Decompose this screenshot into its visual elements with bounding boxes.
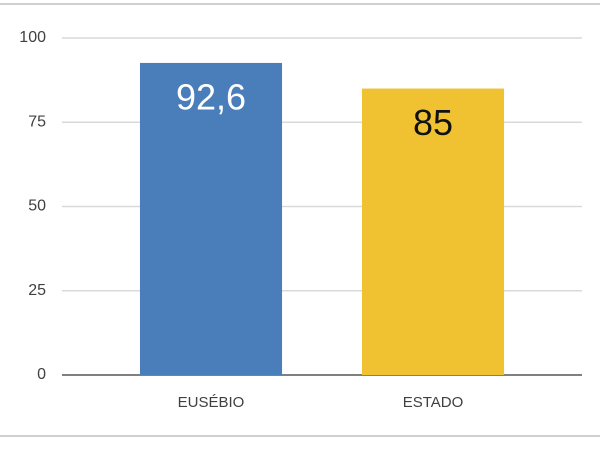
x-tick-label: ESTADO — [403, 394, 464, 411]
y-tick-label: 0 — [37, 366, 46, 383]
data-label: 85 — [413, 102, 453, 143]
y-tick-label: 50 — [28, 198, 46, 215]
bar — [139, 62, 283, 376]
x-tick-label: EUSÉBIO — [178, 394, 245, 411]
y-tick-label: 25 — [28, 282, 46, 299]
y-tick-label: 100 — [19, 29, 46, 46]
y-tick-label: 75 — [28, 113, 46, 130]
data-label: 92,6 — [176, 76, 246, 117]
bar — [361, 88, 505, 376]
